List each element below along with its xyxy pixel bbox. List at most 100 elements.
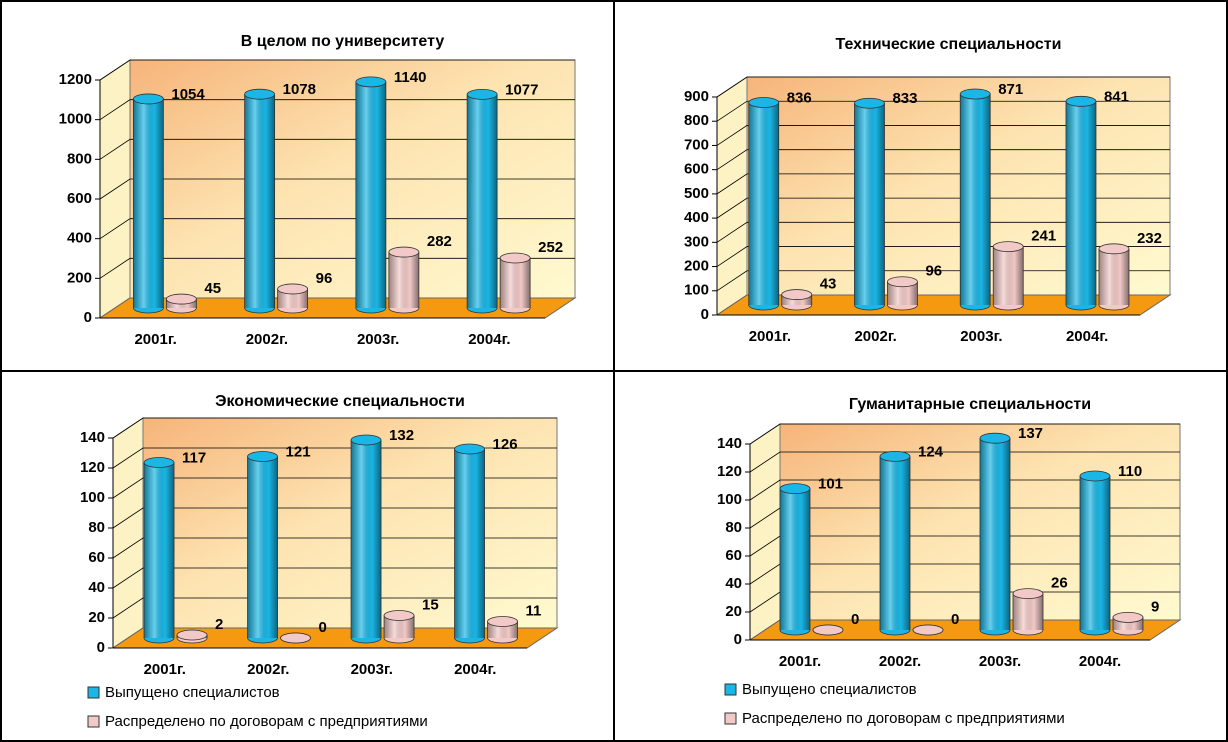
x-tick-label: 2003г. bbox=[960, 328, 1002, 345]
bar-edge bbox=[247, 456, 278, 638]
grid-line bbox=[749, 451, 1180, 473]
chart: Гуманитарные специальности 0 20 40 60 80 100 12… bbox=[717, 396, 1182, 727]
bar bbox=[499, 252, 531, 314]
chart: Технические специальности 0 100 200 300 400 50… bbox=[684, 36, 1172, 345]
bar bbox=[979, 432, 1011, 636]
bar bbox=[879, 451, 911, 636]
bar-top bbox=[812, 624, 844, 636]
bar-shade bbox=[993, 246, 1024, 305]
value-label: 43 bbox=[820, 276, 837, 293]
bar-top bbox=[912, 624, 944, 636]
value-label: 9 bbox=[1151, 598, 1159, 615]
bar bbox=[812, 624, 844, 636]
y-tick-label: 0 bbox=[84, 309, 92, 326]
x-tick-label: 2003г. bbox=[357, 331, 399, 348]
grid-line bbox=[112, 567, 557, 589]
y-tick-label: 120 bbox=[80, 459, 105, 476]
y-tick-label: 300 bbox=[684, 233, 709, 250]
bar bbox=[143, 457, 175, 644]
side-wall bbox=[716, 76, 748, 316]
chart-title: Технические специальности bbox=[836, 36, 1062, 53]
bar bbox=[244, 88, 276, 314]
value-label: 137 bbox=[1018, 425, 1043, 442]
bar-top bbox=[165, 293, 197, 305]
grid-line bbox=[112, 537, 557, 559]
grid-line bbox=[716, 221, 1170, 243]
bar bbox=[779, 483, 811, 636]
bar-top bbox=[454, 443, 485, 455]
bar-top bbox=[355, 76, 387, 88]
value-label: 1078 bbox=[283, 81, 316, 98]
bar bbox=[388, 246, 420, 314]
bar bbox=[781, 289, 813, 311]
value-label: 0 bbox=[851, 611, 859, 628]
bar-edge bbox=[959, 94, 991, 305]
bar bbox=[959, 88, 991, 311]
bar-edge bbox=[466, 94, 498, 308]
bar-edge bbox=[1065, 101, 1097, 305]
bar-edge bbox=[1079, 476, 1111, 630]
y-tick-label: 800 bbox=[684, 112, 709, 129]
bar-shade bbox=[355, 81, 386, 309]
bar-top bbox=[1079, 470, 1111, 482]
bar-edge bbox=[165, 299, 197, 308]
bar-edge bbox=[781, 294, 813, 305]
legend-label: Выпущено специалистов bbox=[742, 681, 917, 698]
y-tick-label: 140 bbox=[717, 435, 742, 452]
bar-edge bbox=[277, 288, 309, 308]
x-tick-label: 2003г. bbox=[979, 653, 1021, 670]
bar bbox=[350, 434, 382, 644]
value-label: 101 bbox=[818, 476, 843, 493]
bar-top bbox=[247, 451, 278, 462]
bar-top bbox=[499, 252, 531, 264]
bar-top bbox=[277, 283, 309, 295]
y-tick-label: 60 bbox=[88, 549, 105, 566]
bar-top bbox=[132, 93, 164, 105]
value-label: 232 bbox=[1137, 230, 1162, 247]
bar-top bbox=[1065, 95, 1097, 107]
bar bbox=[1112, 611, 1144, 636]
x-tick-label: 2002г. bbox=[247, 661, 289, 678]
x-tick-label: 2001г. bbox=[134, 331, 176, 348]
bar-top bbox=[992, 241, 1024, 253]
legend-swatch bbox=[724, 712, 737, 725]
y-tick-label: 20 bbox=[725, 603, 742, 620]
y-tick-label: 100 bbox=[684, 282, 709, 299]
bar-shade bbox=[244, 94, 275, 309]
value-label: 11 bbox=[526, 602, 542, 619]
bar-top bbox=[350, 434, 382, 446]
x-tick-label: 2004г. bbox=[454, 661, 496, 678]
bar-edge bbox=[383, 615, 415, 638]
bar bbox=[247, 451, 278, 644]
value-label: 132 bbox=[389, 427, 414, 444]
x-tick-label: 2001г. bbox=[779, 653, 821, 670]
bar-edge bbox=[454, 449, 485, 638]
bar-top bbox=[779, 483, 811, 494]
bar bbox=[165, 293, 197, 314]
grid-line bbox=[112, 597, 557, 619]
bar-top bbox=[383, 610, 415, 621]
bar bbox=[132, 93, 164, 314]
bar-top bbox=[466, 88, 498, 100]
y-tick-label: 400 bbox=[67, 230, 92, 247]
grid-line bbox=[112, 477, 557, 499]
y-tick-label: 0 bbox=[97, 639, 105, 656]
chart-title: Экономические специальности bbox=[215, 393, 465, 410]
bar-shade bbox=[780, 488, 810, 630]
grid-line bbox=[716, 76, 1170, 98]
value-label: 833 bbox=[892, 90, 917, 107]
value-label: 45 bbox=[204, 280, 221, 297]
value-label: 871 bbox=[998, 81, 1023, 98]
x-tick-label: 2002г. bbox=[854, 328, 896, 345]
bar-shade bbox=[388, 252, 419, 308]
bar-shade bbox=[854, 103, 885, 306]
grid-line bbox=[99, 138, 575, 160]
bar bbox=[887, 276, 918, 311]
value-label: 126 bbox=[493, 436, 518, 453]
x-tick-label: 2004г. bbox=[468, 331, 510, 348]
bar-edge bbox=[887, 281, 918, 305]
bar bbox=[1098, 243, 1130, 311]
bar-shade bbox=[1080, 476, 1110, 630]
bar-shade bbox=[144, 462, 175, 638]
bar-edge bbox=[350, 440, 382, 638]
